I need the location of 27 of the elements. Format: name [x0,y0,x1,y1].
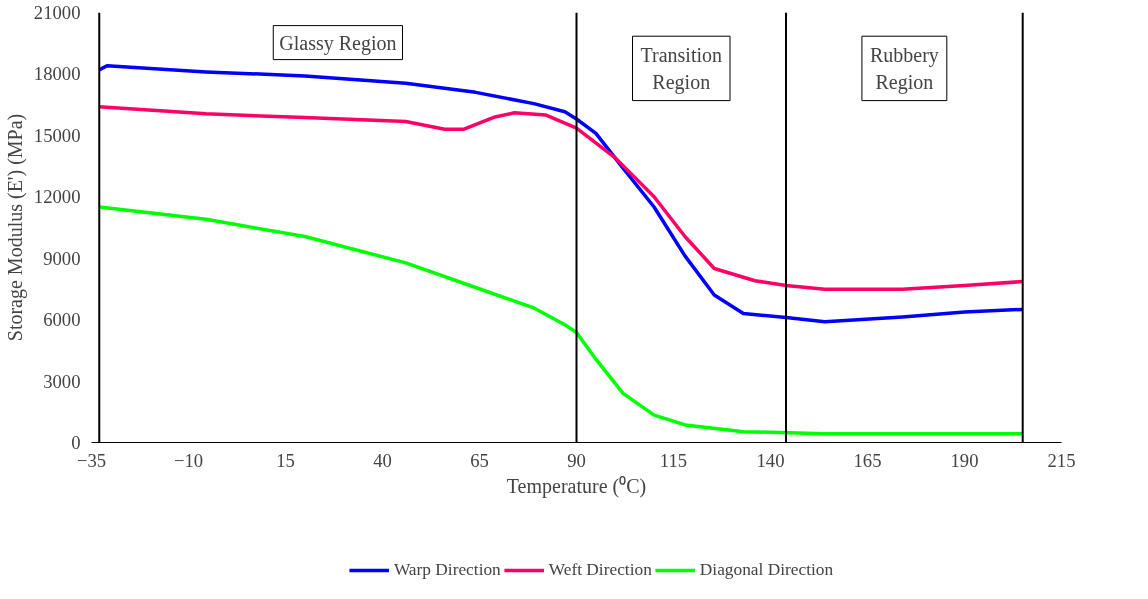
x-tick-label: 115 [659,449,688,471]
x-tick-label: 215 [1047,449,1076,471]
legend-label: Diagonal Direction [699,559,834,580]
annotation: Rubbery Region [869,44,939,94]
annotation: Glassy Region [279,31,397,55]
x-tick-label: −10 [173,449,204,471]
y-axis-title: Storage Modulus (E') (MPa) [3,113,27,342]
y-tick-label: 9000 [43,247,81,269]
x-tick-label: 40 [373,449,392,471]
x-tick-label: 165 [853,449,882,471]
x-tick-label: 15 [276,449,295,471]
line-series [97,104,1025,292]
y-tick-label: 12000 [33,186,81,208]
x-axis-title: Temperature (⁰C) [506,474,647,498]
x-tick-label: 140 [756,449,785,471]
legend-label: Weft Direction [548,559,652,580]
legend-label: Warp Direction [393,559,501,580]
y-tick-label: 6000 [43,309,81,331]
y-tick-label: 3000 [43,370,81,392]
annotation: Transition Region [640,44,723,94]
x-tick-label: 65 [470,449,489,471]
x-tick-label: 90 [567,449,586,471]
x-tick-label: 190 [950,449,979,471]
line-series [97,205,1025,436]
y-tick-label: 15000 [33,124,81,146]
y-tick-label: 18000 [33,63,81,85]
y-tick-label: 21000 [33,2,81,23]
